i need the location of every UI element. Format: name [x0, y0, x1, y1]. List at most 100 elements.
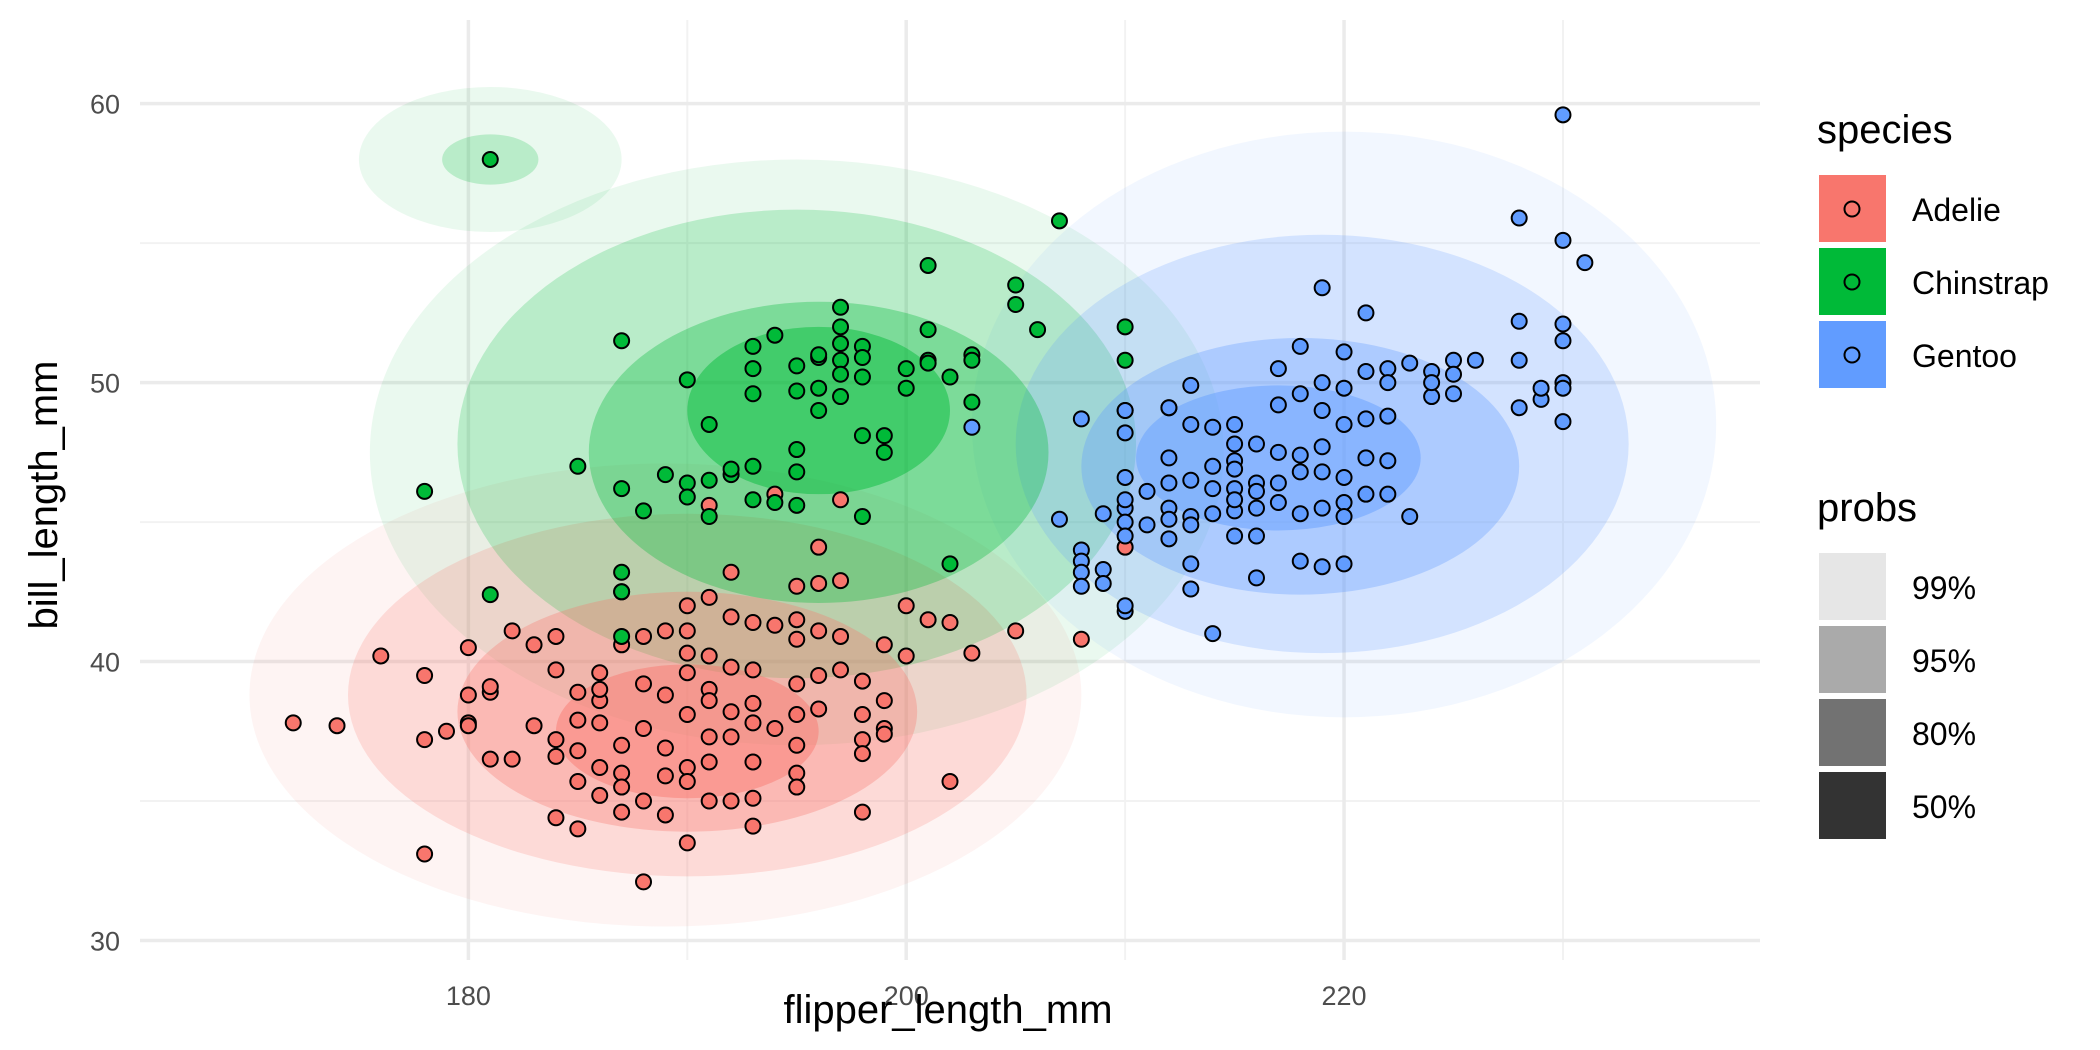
- point-gentoo: [1247, 435, 1265, 453]
- point-adelie: [569, 742, 587, 760]
- legend-label-adelie: Adelie: [1912, 192, 2001, 228]
- point-gentoo: [1313, 558, 1331, 576]
- point-chinstrap: [832, 365, 850, 383]
- point-chinstrap: [1007, 276, 1025, 294]
- point-chinstrap: [853, 368, 871, 386]
- point-adelie: [722, 563, 740, 581]
- point-adelie: [613, 736, 631, 754]
- density-region-adelie-95: [347, 513, 1027, 877]
- point-adelie: [416, 731, 434, 749]
- point-chinstrap: [416, 482, 434, 500]
- point-adelie: [503, 622, 521, 640]
- point-gentoo: [963, 418, 981, 436]
- point-chinstrap: [853, 507, 871, 525]
- point-adelie: [591, 664, 609, 682]
- point-adelie: [853, 803, 871, 821]
- point-chinstrap: [766, 494, 784, 512]
- point-gentoo: [1160, 510, 1178, 528]
- point-chinstrap: [678, 488, 696, 506]
- point-adelie: [1007, 622, 1025, 640]
- point-gentoo: [1116, 402, 1134, 420]
- point-gentoo: [1204, 457, 1222, 475]
- point-gentoo: [1160, 449, 1178, 467]
- point-adelie: [722, 703, 740, 721]
- density-region-chinstrap-80: [588, 301, 1049, 603]
- point-chinstrap: [678, 474, 696, 492]
- point-adelie: [700, 647, 718, 665]
- point-adelie: [941, 613, 959, 631]
- point-adelie: [832, 627, 850, 645]
- point-adelie: [853, 745, 871, 763]
- legend-label-chinstrap: Chinstrap: [1912, 265, 2049, 301]
- point-gentoo: [1204, 625, 1222, 643]
- y-tick-label: 30: [90, 926, 120, 956]
- x-axis-title: flipper_length_mm: [783, 988, 1112, 1032]
- point-gentoo: [1466, 351, 1484, 369]
- y-tick-label: 50: [90, 369, 120, 399]
- legend-key-probs-80: [1819, 699, 1886, 766]
- point-gentoo: [1291, 446, 1309, 464]
- point-adelie: [481, 678, 499, 696]
- point-chinstrap: [853, 427, 871, 445]
- point-gentoo: [1291, 337, 1309, 355]
- point-adelie: [700, 792, 718, 810]
- point-chinstrap: [832, 335, 850, 353]
- point-adelie: [788, 611, 806, 629]
- point-chinstrap: [635, 502, 653, 520]
- point-gentoo: [1335, 494, 1353, 512]
- point-gentoo: [1226, 491, 1244, 509]
- point-adelie: [744, 694, 762, 712]
- point-adelie: [656, 806, 674, 824]
- point-adelie: [875, 725, 893, 743]
- point-adelie: [525, 636, 543, 654]
- point-gentoo: [1510, 399, 1528, 417]
- point-gentoo: [1182, 555, 1200, 573]
- point-chinstrap: [941, 555, 959, 573]
- point-adelie: [459, 686, 477, 704]
- point-adelie: [788, 706, 806, 724]
- point-gentoo: [1313, 402, 1331, 420]
- point-chinstrap: [853, 349, 871, 367]
- point-gentoo: [1357, 485, 1375, 503]
- point-chinstrap: [875, 427, 893, 445]
- point-gentoo: [1226, 435, 1244, 453]
- point-chinstrap: [700, 471, 718, 489]
- point-gentoo: [1335, 555, 1353, 573]
- point-adelie: [591, 680, 609, 698]
- point-chinstrap: [788, 463, 806, 481]
- point-gentoo: [1116, 527, 1134, 545]
- point-chinstrap: [1116, 318, 1134, 336]
- legend-title-species: species: [1817, 108, 1953, 152]
- point-adelie: [722, 792, 740, 810]
- point-chinstrap: [919, 321, 937, 339]
- point-chinstrap: [744, 360, 762, 378]
- point-chinstrap: [963, 393, 981, 411]
- point-adelie: [591, 786, 609, 804]
- point-gentoo: [1094, 574, 1112, 592]
- point-gentoo: [1291, 505, 1309, 523]
- point-chinstrap: [569, 457, 587, 475]
- point-adelie: [810, 538, 828, 556]
- point-chinstrap: [613, 332, 631, 350]
- point-adelie: [919, 611, 937, 629]
- point-adelie: [481, 750, 499, 768]
- point-gentoo: [1554, 332, 1572, 350]
- point-chinstrap: [613, 563, 631, 581]
- point-gentoo: [1357, 304, 1375, 322]
- point-gentoo: [1510, 209, 1528, 227]
- point-gentoo: [1116, 424, 1134, 442]
- point-gentoo: [1576, 254, 1594, 272]
- point-gentoo: [1401, 507, 1419, 525]
- point-gentoo: [1554, 106, 1572, 124]
- legend-key-probs-99: [1819, 553, 1886, 620]
- point-gentoo: [1138, 482, 1156, 500]
- point-gentoo: [1182, 376, 1200, 394]
- point-adelie: [700, 753, 718, 771]
- point-gentoo: [1313, 438, 1331, 456]
- point-adelie: [744, 817, 762, 835]
- point-gentoo: [1401, 354, 1419, 372]
- point-adelie: [635, 675, 653, 693]
- point-adelie: [788, 764, 806, 782]
- point-chinstrap: [788, 382, 806, 400]
- point-gentoo: [1138, 516, 1156, 534]
